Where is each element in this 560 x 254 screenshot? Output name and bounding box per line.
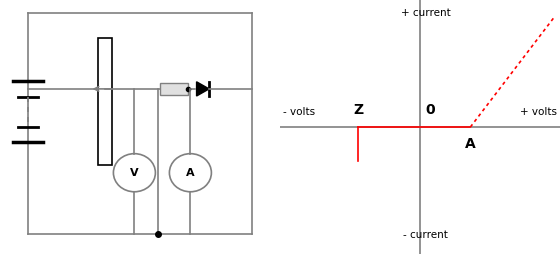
Text: V: V — [130, 168, 139, 178]
Polygon shape — [197, 82, 209, 96]
Text: Z: Z — [353, 103, 363, 117]
Text: - current: - current — [403, 230, 448, 240]
Text: A: A — [186, 168, 195, 178]
Text: + volts: + volts — [520, 107, 557, 117]
Text: A: A — [465, 137, 476, 151]
Text: 0: 0 — [426, 103, 435, 117]
Bar — [98, 38, 112, 165]
Text: - volts: - volts — [283, 107, 315, 117]
Circle shape — [113, 154, 156, 192]
Circle shape — [169, 154, 212, 192]
Bar — [160, 83, 188, 94]
Text: + current: + current — [401, 8, 450, 19]
